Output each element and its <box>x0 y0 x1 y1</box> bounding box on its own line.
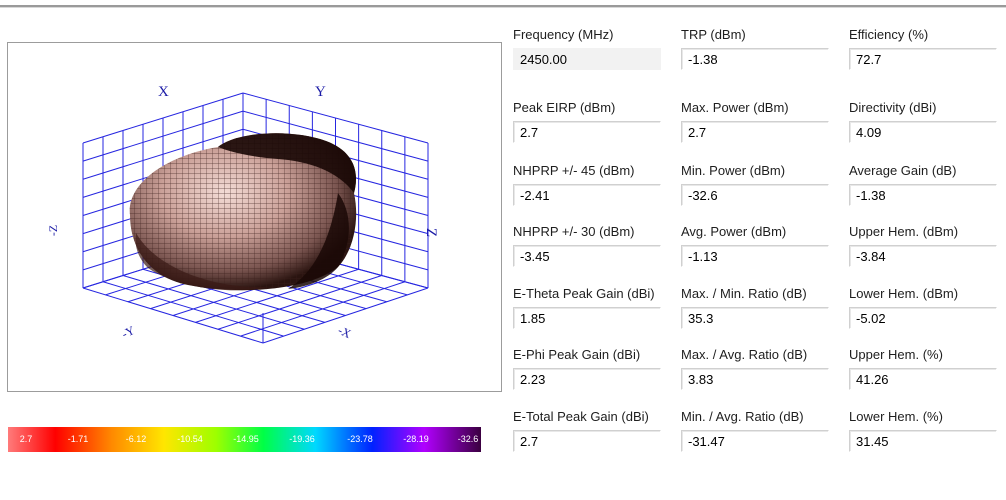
metric-label: Max. Power (dBm) <box>681 100 789 115</box>
metric-value-field[interactable]: 41.26 <box>849 368 997 390</box>
axis-label-z: Z <box>423 227 440 238</box>
metric-label: Frequency (MHz) <box>513 27 614 42</box>
metric-label: Efficiency (%) <box>849 27 929 42</box>
metric-label: Max. / Min. Ratio (dB) <box>681 286 807 301</box>
grid-line <box>262 287 429 344</box>
color-scale-label: -14.95 <box>233 434 259 444</box>
metric-value-field[interactable]: 2.23 <box>513 368 661 390</box>
metric-value-field[interactable]: 4.09 <box>849 121 997 143</box>
metric-label: E-Theta Peak Gain (dBi) <box>513 286 655 301</box>
radiation-pattern-plot[interactable]: X Y Z -Z -Y -X <box>7 42 502 392</box>
metric-value-field[interactable]: -31.47 <box>681 430 829 452</box>
metric-label: E-Total Peak Gain (dBi) <box>513 409 649 424</box>
color-scale-bar: 2.7 -1.71 -6.12 -10.54 -14.95 -19.36 -23.78 -28… <box>8 427 481 452</box>
metric-value-field[interactable]: -1.38 <box>681 48 829 70</box>
grid-line <box>240 281 406 337</box>
grid-line <box>217 275 382 330</box>
metric-label: Peak EIRP (dBm) <box>513 100 616 115</box>
metric-value-field[interactable]: 2.7 <box>513 430 661 452</box>
color-scale-label: -19.36 <box>289 434 315 444</box>
metric-label: E-Phi Peak Gain (dBi) <box>513 347 641 362</box>
metric-value-field[interactable]: -1.38 <box>849 184 997 206</box>
metric-label: Upper Hem. (%) <box>849 347 943 362</box>
metric-value-field[interactable]: 1.85 <box>513 307 661 329</box>
metric-value-field[interactable]: 2.7 <box>681 121 829 143</box>
metric-label: Upper Hem. (dBm) <box>849 224 959 239</box>
color-scale-label: 2.7 <box>19 434 33 444</box>
axis-label-y: Y <box>315 84 326 100</box>
top-separator <box>0 5 1006 8</box>
metric-label: NHPRP +/- 30 (dBm) <box>513 224 635 239</box>
metric-label: Max. / Avg. Ratio (dB) <box>681 347 808 362</box>
metric-value-field[interactable]: -3.45 <box>513 245 661 267</box>
metric-value-field[interactable]: -3.84 <box>849 245 997 267</box>
metric-label: NHPRP +/- 45 (dBm) <box>513 163 635 178</box>
color-scale-label: -10.54 <box>177 434 203 444</box>
metric-label: Directivity (dBi) <box>849 100 937 115</box>
metric-value-field[interactable]: -2.41 <box>513 184 661 206</box>
color-scale-label: -6.12 <box>125 434 147 444</box>
color-scale-label: -32.6 <box>457 434 479 444</box>
metric-value-field[interactable]: -5.02 <box>849 307 997 329</box>
metric-value-field[interactable]: 2.7 <box>513 121 661 143</box>
metric-label: Min. / Avg. Ratio (dB) <box>681 409 804 424</box>
color-scale-label: -23.78 <box>347 434 373 444</box>
pattern-3d-svg <box>82 92 429 344</box>
metric-label: Avg. Power (dBm) <box>681 224 787 239</box>
color-scale-label: -28.19 <box>403 434 429 444</box>
metric-label: Lower Hem. (dBm) <box>849 286 959 301</box>
metric-label: Min. Power (dBm) <box>681 163 786 178</box>
metric-label: Average Gain (dB) <box>849 163 957 178</box>
radiation-body <box>129 133 357 291</box>
color-scale-label: -1.71 <box>67 434 89 444</box>
axis-label-x: X <box>158 84 169 100</box>
metric-label: Lower Hem. (%) <box>849 409 943 424</box>
metric-value-field[interactable]: 2450.00 <box>513 48 661 70</box>
metric-value-field[interactable]: 31.45 <box>849 430 997 452</box>
axis-label-neg-z: -Z <box>46 224 61 237</box>
metric-label: TRP (dBm) <box>681 27 746 42</box>
metric-value-field[interactable]: 35.3 <box>681 307 829 329</box>
grid-line <box>195 268 359 323</box>
metric-value-field[interactable]: -1.13 <box>681 245 829 267</box>
metric-value-field[interactable]: -32.6 <box>681 184 829 206</box>
metric-value-field[interactable]: 3.83 <box>681 368 829 390</box>
metric-value-field[interactable]: 72.7 <box>849 48 997 70</box>
